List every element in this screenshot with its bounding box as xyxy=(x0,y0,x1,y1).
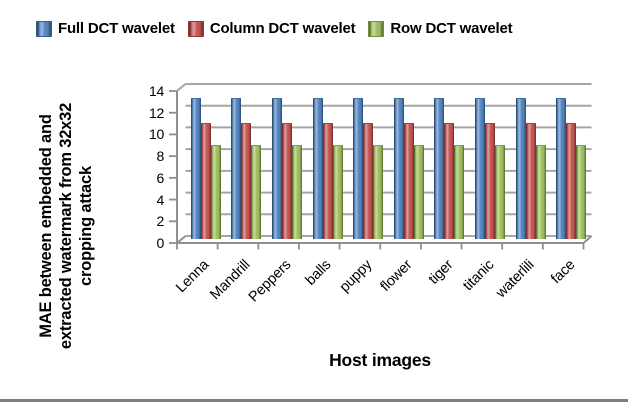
x-axis-title: Host images xyxy=(329,350,431,370)
bar-full-titanic xyxy=(475,98,485,239)
bar-full-waterlili xyxy=(515,98,526,239)
bar-column-lenna xyxy=(200,123,211,239)
legend-label: Full DCT wavelet xyxy=(58,20,175,37)
bar-full-mandrill xyxy=(231,98,242,239)
floor-right-edge xyxy=(582,235,593,244)
y-tick-label: 10 xyxy=(149,126,164,143)
legend-item-row-dct: Row DCT wavelet xyxy=(368,20,513,37)
y-tick-label: 2 xyxy=(156,213,165,230)
bar-full-puppy xyxy=(353,98,364,239)
legend-color-swatch-blue xyxy=(36,20,52,37)
bar-column-titanic xyxy=(485,123,495,239)
bar-row-flower xyxy=(413,144,424,239)
bar-column-mandrill xyxy=(241,123,252,239)
legend-item-full-dct: Full DCT wavelet xyxy=(36,20,175,37)
legend-label: Column DCT wavelet xyxy=(209,20,356,37)
legend: Full DCT wavelet Column DCT wavelet Row … xyxy=(36,20,513,37)
y-tick-label: 8 xyxy=(156,148,165,165)
bar-full-balls xyxy=(312,98,323,239)
legend-color-swatch-red xyxy=(187,20,204,37)
bar-row-puppy xyxy=(373,144,384,239)
bar-full-face xyxy=(556,98,567,239)
bar-column-peppers xyxy=(282,123,292,239)
bar-row-waterlili xyxy=(535,144,546,239)
bar-row-mandrill xyxy=(251,144,262,239)
floor-left-edge xyxy=(176,235,187,244)
bar-column-face xyxy=(566,123,577,239)
bar-row-lenna xyxy=(210,144,221,239)
bar-row-tiger xyxy=(454,144,465,239)
bar-column-tiger xyxy=(444,123,455,239)
y-tick-label: 4 xyxy=(156,191,165,208)
bar-full-tiger xyxy=(434,98,445,239)
bar-row-face xyxy=(576,144,587,239)
bar-row-balls xyxy=(332,144,343,239)
bar-row-titanic xyxy=(495,144,505,239)
bar-column-waterlili xyxy=(525,123,536,239)
bar-full-flower xyxy=(393,98,404,239)
bar-column-puppy xyxy=(363,123,374,239)
bar-full-lenna xyxy=(190,98,201,239)
y-tick-label: 14 xyxy=(149,83,164,99)
wall-top-edge xyxy=(176,83,187,92)
legend-label: Row DCT wavelet xyxy=(390,20,513,37)
y-tick-label: 0 xyxy=(156,235,165,251)
y-tick-label: 12 xyxy=(149,104,164,121)
bar-column-flower xyxy=(403,123,414,239)
legend-item-column-dct: Column DCT wavelet xyxy=(187,20,356,37)
bar-row-peppers xyxy=(292,144,302,239)
bar-full-peppers xyxy=(272,98,282,239)
bottom-divider-line xyxy=(0,399,628,402)
bar-column-balls xyxy=(322,123,333,239)
legend-color-swatch-green xyxy=(368,20,385,37)
y-tick-label: 6 xyxy=(156,169,165,186)
